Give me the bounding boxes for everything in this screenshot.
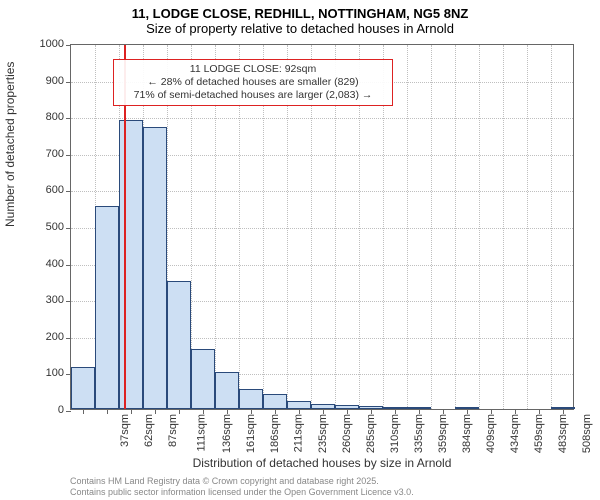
gridline-v (407, 45, 408, 409)
histogram-bar (95, 206, 119, 409)
x-tick-label: 335sqm (413, 414, 425, 453)
title-block: 11, LODGE CLOSE, REDHILL, NOTTINGHAM, NG… (0, 0, 600, 36)
x-tick-label: 136sqm (221, 414, 233, 453)
annotation-line3: 71% of semi-detached houses are larger (… (120, 89, 386, 102)
y-tick-label: 700 (4, 148, 64, 160)
attribution-footer: Contains HM Land Registry data © Crown c… (70, 476, 414, 498)
y-tick-mark (66, 338, 71, 339)
histogram-bar (143, 127, 167, 409)
histogram-bar (239, 389, 263, 409)
y-tick-label: 1000 (4, 38, 64, 50)
footer-line1: Contains HM Land Registry data © Crown c… (70, 476, 414, 487)
histogram-bar (191, 349, 215, 409)
chart-title-line1: 11, LODGE CLOSE, REDHILL, NOTTINGHAM, NG… (0, 6, 600, 21)
y-tick-label: 200 (4, 331, 64, 343)
histogram-bar (71, 367, 95, 409)
x-tick-label: 260sqm (341, 414, 353, 453)
y-tick-mark (66, 118, 71, 119)
x-tick-label: 359sqm (437, 414, 449, 453)
chart-title-line2: Size of property relative to detached ho… (0, 21, 600, 36)
gridline-v (431, 45, 432, 409)
x-tick-label: 62sqm (143, 414, 155, 447)
y-tick-label: 0 (4, 404, 64, 416)
x-tick-label: 285sqm (365, 414, 377, 453)
y-tick-mark (66, 411, 71, 412)
histogram-bar (455, 407, 479, 409)
x-tick-label: 459sqm (533, 414, 545, 453)
x-tick-label: 483sqm (557, 414, 569, 453)
y-tick-mark (66, 301, 71, 302)
annotation-box: 11 LODGE CLOSE: 92sqm← 28% of detached h… (113, 59, 393, 106)
gridline-v (551, 45, 552, 409)
x-tick-label: 37sqm (119, 414, 131, 447)
histogram-bar (311, 404, 335, 409)
x-tick-label: 235sqm (317, 414, 329, 453)
x-tick-label: 161sqm (245, 414, 257, 453)
gridline-v (527, 45, 528, 409)
y-tick-mark (66, 228, 71, 229)
histogram-bar (215, 372, 239, 409)
x-tick-label: 186sqm (269, 414, 281, 453)
plot-area: 11 LODGE CLOSE: 92sqm← 28% of detached h… (70, 44, 574, 410)
footer-line2: Contains public sector information licen… (70, 487, 414, 498)
annotation-line2: ← 28% of detached houses are smaller (82… (120, 76, 386, 89)
x-tick-label: 310sqm (389, 414, 401, 453)
histogram-bar (551, 407, 575, 409)
y-tick-label: 400 (4, 258, 64, 270)
y-tick-label: 800 (4, 111, 64, 123)
x-tick-mark (107, 409, 108, 414)
histogram-bar (335, 405, 359, 409)
y-tick-mark (66, 45, 71, 46)
histogram-bar (407, 407, 431, 409)
x-tick-label: 211sqm (292, 414, 304, 452)
histogram-bar (263, 394, 287, 409)
y-tick-label: 100 (4, 367, 64, 379)
x-tick-label: 508sqm (581, 414, 593, 453)
y-tick-label: 900 (4, 75, 64, 87)
y-tick-label: 500 (4, 221, 64, 233)
x-tick-mark (83, 409, 84, 414)
y-tick-mark (66, 82, 71, 83)
histogram-bar (119, 120, 143, 409)
y-tick-label: 600 (4, 184, 64, 196)
y-tick-mark (66, 265, 71, 266)
x-tick-label: 384sqm (461, 414, 473, 453)
gridline-v (455, 45, 456, 409)
x-tick-label: 111sqm (196, 414, 208, 452)
x-tick-mark (179, 409, 180, 414)
y-tick-mark (66, 191, 71, 192)
x-tick-label: 409sqm (485, 414, 497, 453)
histogram-bar (383, 407, 407, 409)
histogram-bar (287, 401, 311, 409)
x-tick-label: 434sqm (509, 414, 521, 453)
x-tick-label: 87sqm (167, 414, 179, 447)
x-tick-mark (131, 409, 132, 414)
annotation-line1: 11 LODGE CLOSE: 92sqm (120, 63, 386, 76)
y-tick-mark (66, 155, 71, 156)
y-tick-label: 300 (4, 294, 64, 306)
x-axis-title: Distribution of detached houses by size … (70, 456, 574, 470)
gridline-v (479, 45, 480, 409)
gridline-v (503, 45, 504, 409)
x-tick-mark (155, 409, 156, 414)
histogram-bar (167, 281, 191, 409)
chart-container: 11, LODGE CLOSE, REDHILL, NOTTINGHAM, NG… (0, 0, 600, 500)
histogram-bar (359, 406, 383, 409)
gridline-h (71, 118, 573, 119)
